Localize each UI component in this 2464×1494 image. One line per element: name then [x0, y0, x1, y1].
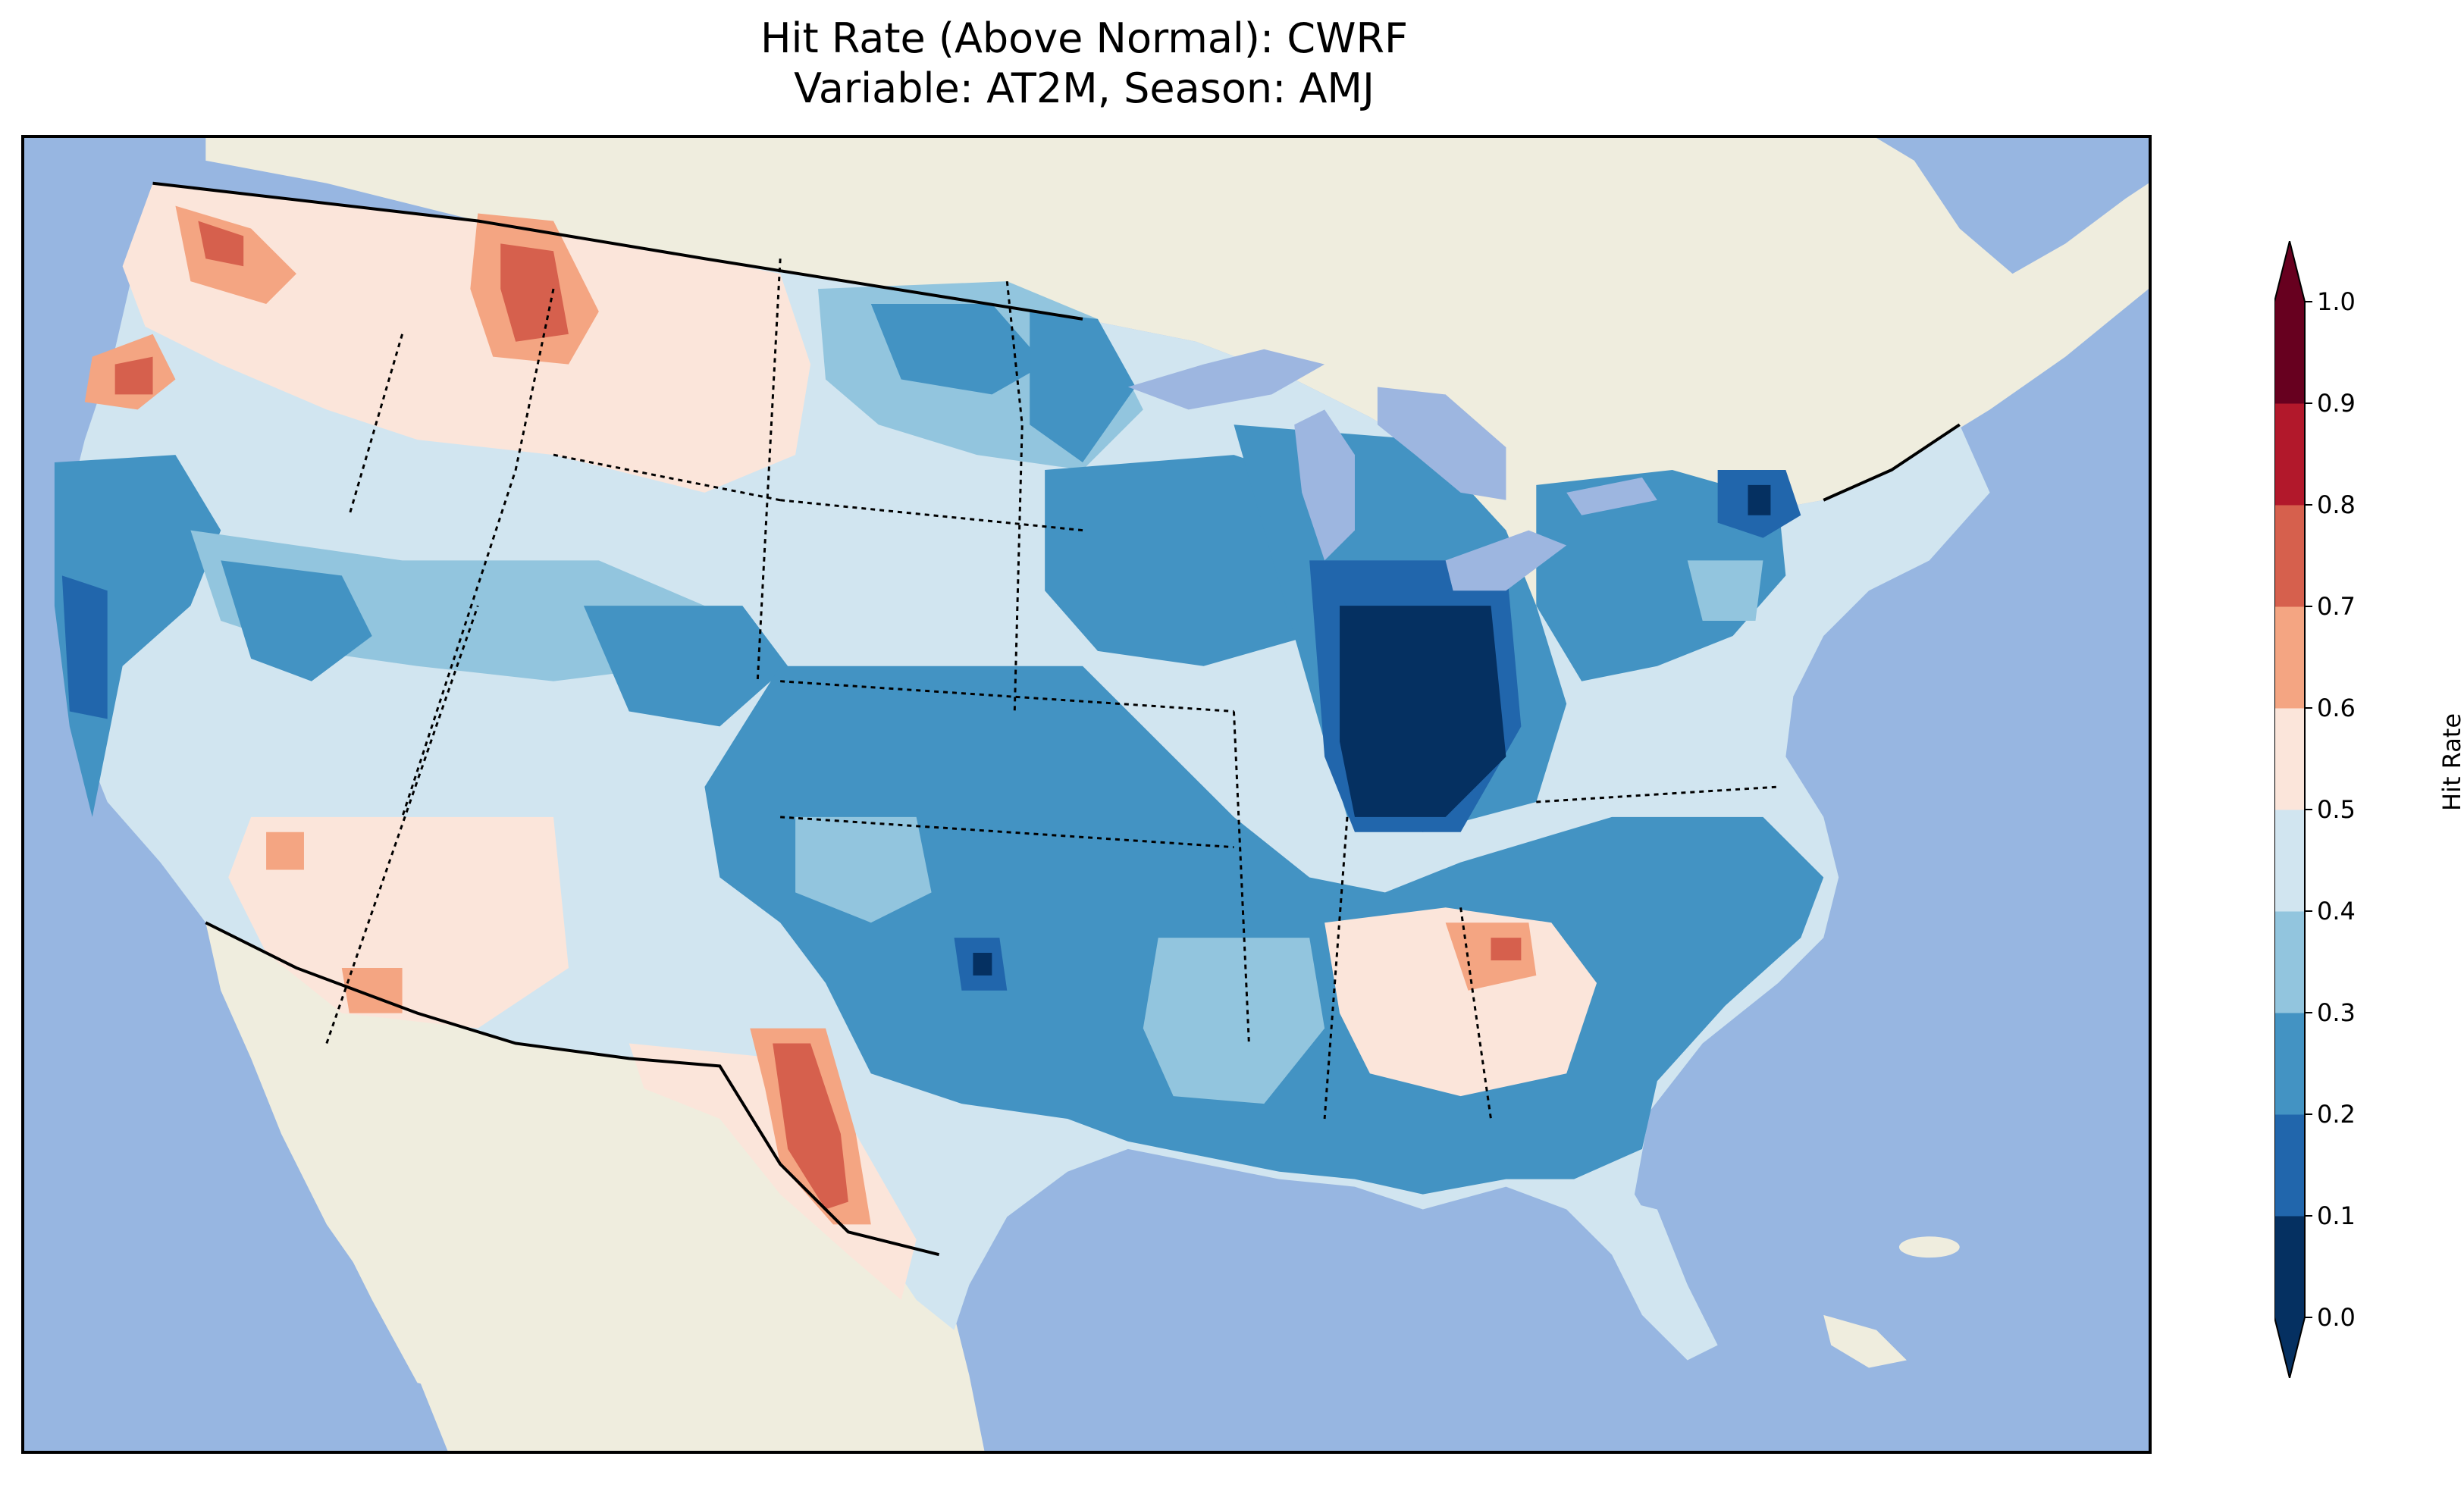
colorbar-bin [2274, 302, 2305, 404]
colorbar-bin [2274, 1013, 2305, 1115]
colorbar-tick-label: 0.5 [2317, 795, 2356, 824]
heatmap-cells [54, 183, 1824, 1330]
caribbean-land [1823, 1314, 1907, 1368]
title-line-1: Hit Rate (Above Normal): CWRF [760, 14, 1409, 62]
state-lines [325, 258, 1779, 1120]
colorbar-tick-label: 0.2 [2317, 1100, 2356, 1129]
colorbar-bin [2274, 810, 2305, 912]
colorbar-bin [2274, 606, 2305, 709]
colorbar-bin [2274, 1216, 2305, 1318]
colorbar-tick-label: 0.6 [2317, 694, 2356, 722]
bahamas-land [1898, 1236, 1960, 1258]
borders [152, 181, 1961, 1257]
colorbar-tick-label: 0.4 [2317, 897, 2356, 926]
colorbar-bin [2274, 911, 2305, 1013]
colorbar-tick-label: 0.3 [2317, 998, 2356, 1027]
colorbar-tick-label: 0.8 [2317, 490, 2356, 519]
great-lakes [1127, 349, 1657, 591]
chart-title: Hit Rate (Above Normal): CWRF Variable: … [23, 14, 2146, 114]
colorbar-bin [2274, 403, 2305, 506]
colorbar-tick-label: 0.1 [2317, 1201, 2356, 1230]
map-panel [21, 135, 2152, 1454]
colorbar-bin [2274, 505, 2305, 607]
colorbar-extend-min [2274, 1317, 2305, 1378]
map-canvas [54, 138, 2149, 1451]
colorbar-extend-max [2274, 241, 2305, 302]
colorbar-bin [2274, 708, 2305, 810]
baja-land [266, 998, 448, 1391]
colorbar-tick-label: 0.0 [2317, 1303, 2356, 1332]
colorbar-tick-label: 1.0 [2317, 287, 2356, 316]
colorbar: 0.0 0.1 0.2 0.3 0.4 0.5 0.6 0.7 0.8 0.9 1.0 [2274, 241, 2356, 1378]
colorbar-tick-label: 0.7 [2317, 592, 2356, 621]
colorbar-tick-label: 0.9 [2317, 389, 2356, 418]
colorbar-bin [2274, 1114, 2305, 1217]
title-line-2: Variable: AT2M, Season: AMJ [794, 64, 1375, 112]
colorbar-label: Hit Rate [2437, 713, 2464, 811]
